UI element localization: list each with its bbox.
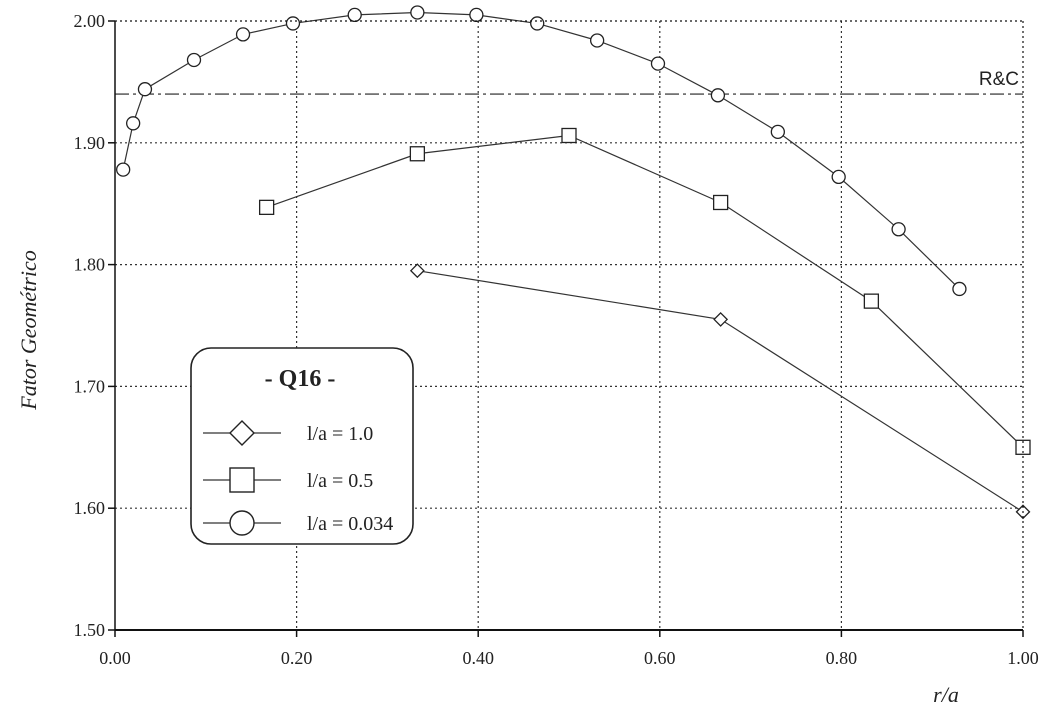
series-layer — [116, 5, 1031, 520]
legend-marker — [229, 510, 255, 536]
data-point — [952, 281, 967, 297]
data-point — [347, 7, 362, 23]
x-tick-label: 0.80 — [826, 648, 858, 668]
y-tick-label: 2.00 — [74, 11, 106, 31]
data-point — [410, 5, 425, 20]
data-point — [831, 169, 846, 185]
data-point — [561, 127, 577, 144]
legend: - Q16 - l/a = 1.0 l/a = 0.5 l/a = 0.034 — [190, 347, 414, 545]
data-point — [126, 116, 141, 131]
series-line — [122, 11, 960, 290]
data-point — [116, 162, 131, 177]
data-point — [710, 88, 726, 103]
y-tick-label: 1.70 — [74, 376, 106, 396]
legend-title: - Q16 - — [265, 366, 336, 392]
y-axis-label: Fator Geométrico — [16, 250, 41, 410]
data-point — [712, 194, 729, 211]
data-point — [530, 16, 545, 31]
reference-line-label: R&C — [979, 69, 1019, 90]
data-point — [863, 293, 880, 309]
x-axis-label: r/a — [933, 682, 959, 707]
series-line — [266, 134, 1024, 448]
axes — [108, 20, 1024, 637]
x-tick-label: 0.40 — [462, 648, 494, 668]
y-tick-label: 1.60 — [74, 498, 106, 518]
x-tick-label: 0.20 — [281, 648, 313, 668]
series-diamond — [409, 263, 1031, 520]
y-tick-label: 1.90 — [74, 133, 106, 153]
tick-labels: 0.00 0.20 0.40 0.60 0.80 1.00 1.50 1.60 1.70 1.80… — [74, 11, 1039, 668]
x-tick-label: 0.60 — [644, 648, 676, 668]
data-point — [469, 7, 484, 23]
legend-items: l/a = 1.0 l/a = 0.5 l/a = 0.034 — [203, 420, 393, 536]
data-point — [589, 33, 605, 48]
legend-label: l/a = 0.034 — [307, 513, 393, 535]
data-point — [285, 16, 301, 31]
data-point — [650, 56, 666, 71]
legend-marker — [229, 420, 255, 446]
x-tick-label: 1.00 — [1007, 648, 1039, 668]
y-tick-label: 1.80 — [74, 255, 106, 275]
data-point — [235, 27, 251, 42]
legend-box — [190, 347, 414, 545]
data-point — [713, 311, 729, 327]
reference-line: R&C — [115, 69, 1023, 95]
series-circle — [116, 5, 967, 297]
data-point — [409, 263, 425, 279]
data-point — [770, 124, 785, 139]
data-point — [258, 199, 275, 216]
data-point — [137, 82, 153, 97]
legend-label: l/a = 0.5 — [307, 470, 373, 492]
legend-label: l/a = 1.0 — [307, 423, 373, 445]
data-point — [409, 146, 426, 162]
x-tick-label: 0.00 — [99, 648, 131, 668]
series-line — [417, 270, 1024, 513]
data-point — [891, 222, 906, 237]
legend-marker — [229, 467, 255, 493]
y-tick-label: 1.50 — [74, 620, 106, 640]
data-point — [186, 52, 202, 68]
